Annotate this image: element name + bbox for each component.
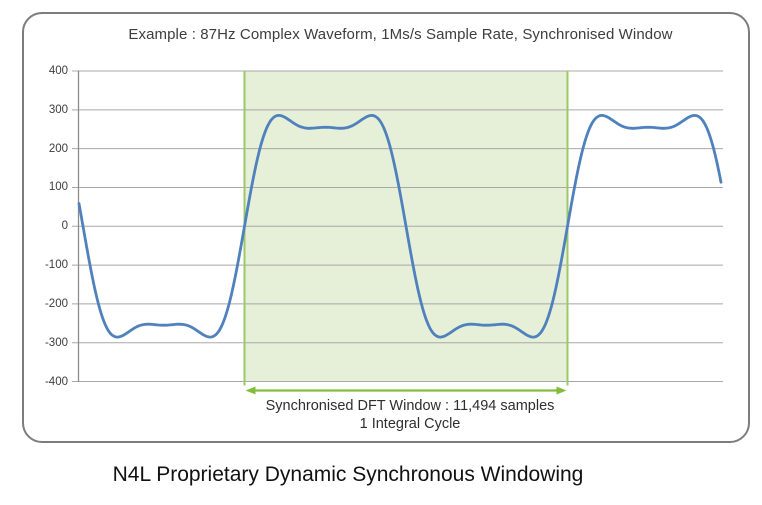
sync-window-label: Synchronised DFT Window : 11,494 samples…: [244, 397, 576, 433]
y-axis-tick-label: -100: [44, 259, 68, 272]
waveform-line: [77, 114, 723, 339]
y-axis-tick-label: -300: [44, 336, 68, 349]
y-axis-tick-label: 100: [48, 181, 68, 194]
y-axis-tick-label: 200: [48, 142, 68, 155]
sync-window-label-line1: Synchronised DFT Window : 11,494 samples: [265, 398, 555, 414]
y-axis-tick-label: 300: [48, 103, 68, 116]
figure-caption: N4L Proprietary Dynamic Synchronous Wind…: [112, 463, 584, 486]
arrow-right-head-icon: [556, 386, 567, 395]
sync-window-label-line2: 1 Integral Cycle: [359, 416, 461, 432]
y-axis-tick-label: 0: [61, 220, 68, 233]
arrow-left-head-icon: [245, 386, 256, 395]
y-axis-tick-label: -400: [44, 375, 68, 388]
figure-frame: [22, 12, 750, 443]
y-axis-tick-label: -200: [44, 297, 68, 310]
y-axis-tick-label: 400: [48, 65, 68, 77]
chart-title: Example : 87Hz Complex Waveform, 1Ms/s S…: [128, 26, 673, 43]
